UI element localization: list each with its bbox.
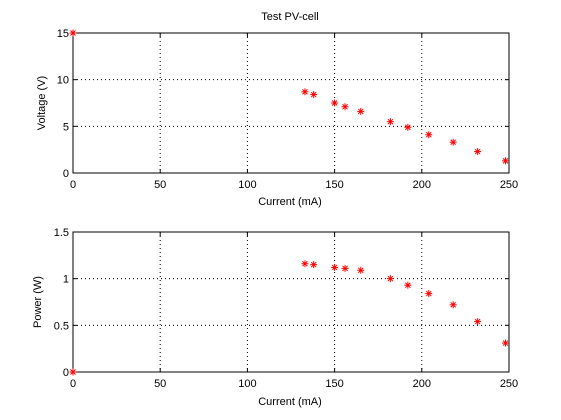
data-point <box>357 107 365 115</box>
x-axis-label: Current (mA) <box>258 196 322 208</box>
data-point <box>69 29 77 37</box>
data-point <box>386 275 394 283</box>
data-point <box>425 290 433 298</box>
data-point <box>331 99 339 107</box>
x-tick-label: 100 <box>238 179 256 191</box>
data-point <box>341 103 349 111</box>
data-point <box>386 118 394 126</box>
y-tick-label: 15 <box>57 28 69 40</box>
y-tick-label: 0.5 <box>54 320 69 332</box>
y-tick-label: 5 <box>63 121 69 133</box>
axes-frame <box>72 231 510 373</box>
x-tick-label: 250 <box>500 179 518 191</box>
data-point <box>404 123 412 131</box>
y-tick-label: 0 <box>63 367 69 379</box>
y-tick-label: 0 <box>63 168 69 180</box>
x-tick-label: 50 <box>154 179 166 191</box>
voltage-plot: Test PV-cell Current (mA) Voltage (V) 0 5… <box>36 11 518 208</box>
data-point <box>474 318 482 326</box>
data-point <box>341 264 349 272</box>
x-tick-label: 200 <box>413 179 431 191</box>
data-point <box>425 131 433 139</box>
data-point <box>449 301 457 309</box>
y-tick-label: 10 <box>57 75 69 87</box>
data-point <box>301 260 309 268</box>
plot-area <box>73 33 509 173</box>
data-point <box>310 261 318 269</box>
x-tick-label: 150 <box>325 378 343 390</box>
x-tick-label: 100 <box>238 378 256 390</box>
data-point <box>357 266 365 274</box>
y-tick-label: 1 <box>63 274 69 286</box>
x-tick-label: 0 <box>70 179 76 191</box>
y-axis-label: Power (W) <box>32 276 44 328</box>
axes-frame <box>72 32 510 174</box>
data-point <box>502 339 510 347</box>
data-point <box>331 263 339 271</box>
data-point <box>502 157 510 165</box>
data-point <box>301 88 309 96</box>
y-tick-label: 1.5 <box>54 227 69 239</box>
x-tick-label: 250 <box>500 378 518 390</box>
x-tick-label: 150 <box>325 179 343 191</box>
x-tick-label: 50 <box>154 378 166 390</box>
x-tick-label: 0 <box>70 378 76 390</box>
data-point <box>449 138 457 146</box>
data-point <box>404 281 412 289</box>
power-plot: Current (mA) Power (W) 0 50 100 150 200 250 0 0… <box>32 227 518 408</box>
x-tick-label: 200 <box>413 378 431 390</box>
plot-area <box>73 232 509 372</box>
data-point <box>69 368 77 376</box>
x-axis-label: Current (mA) <box>258 396 322 408</box>
data-point <box>310 91 318 99</box>
y-axis-label: Voltage (V) <box>36 76 48 130</box>
chart-title: Test PV-cell <box>261 11 318 23</box>
data-point <box>474 148 482 156</box>
